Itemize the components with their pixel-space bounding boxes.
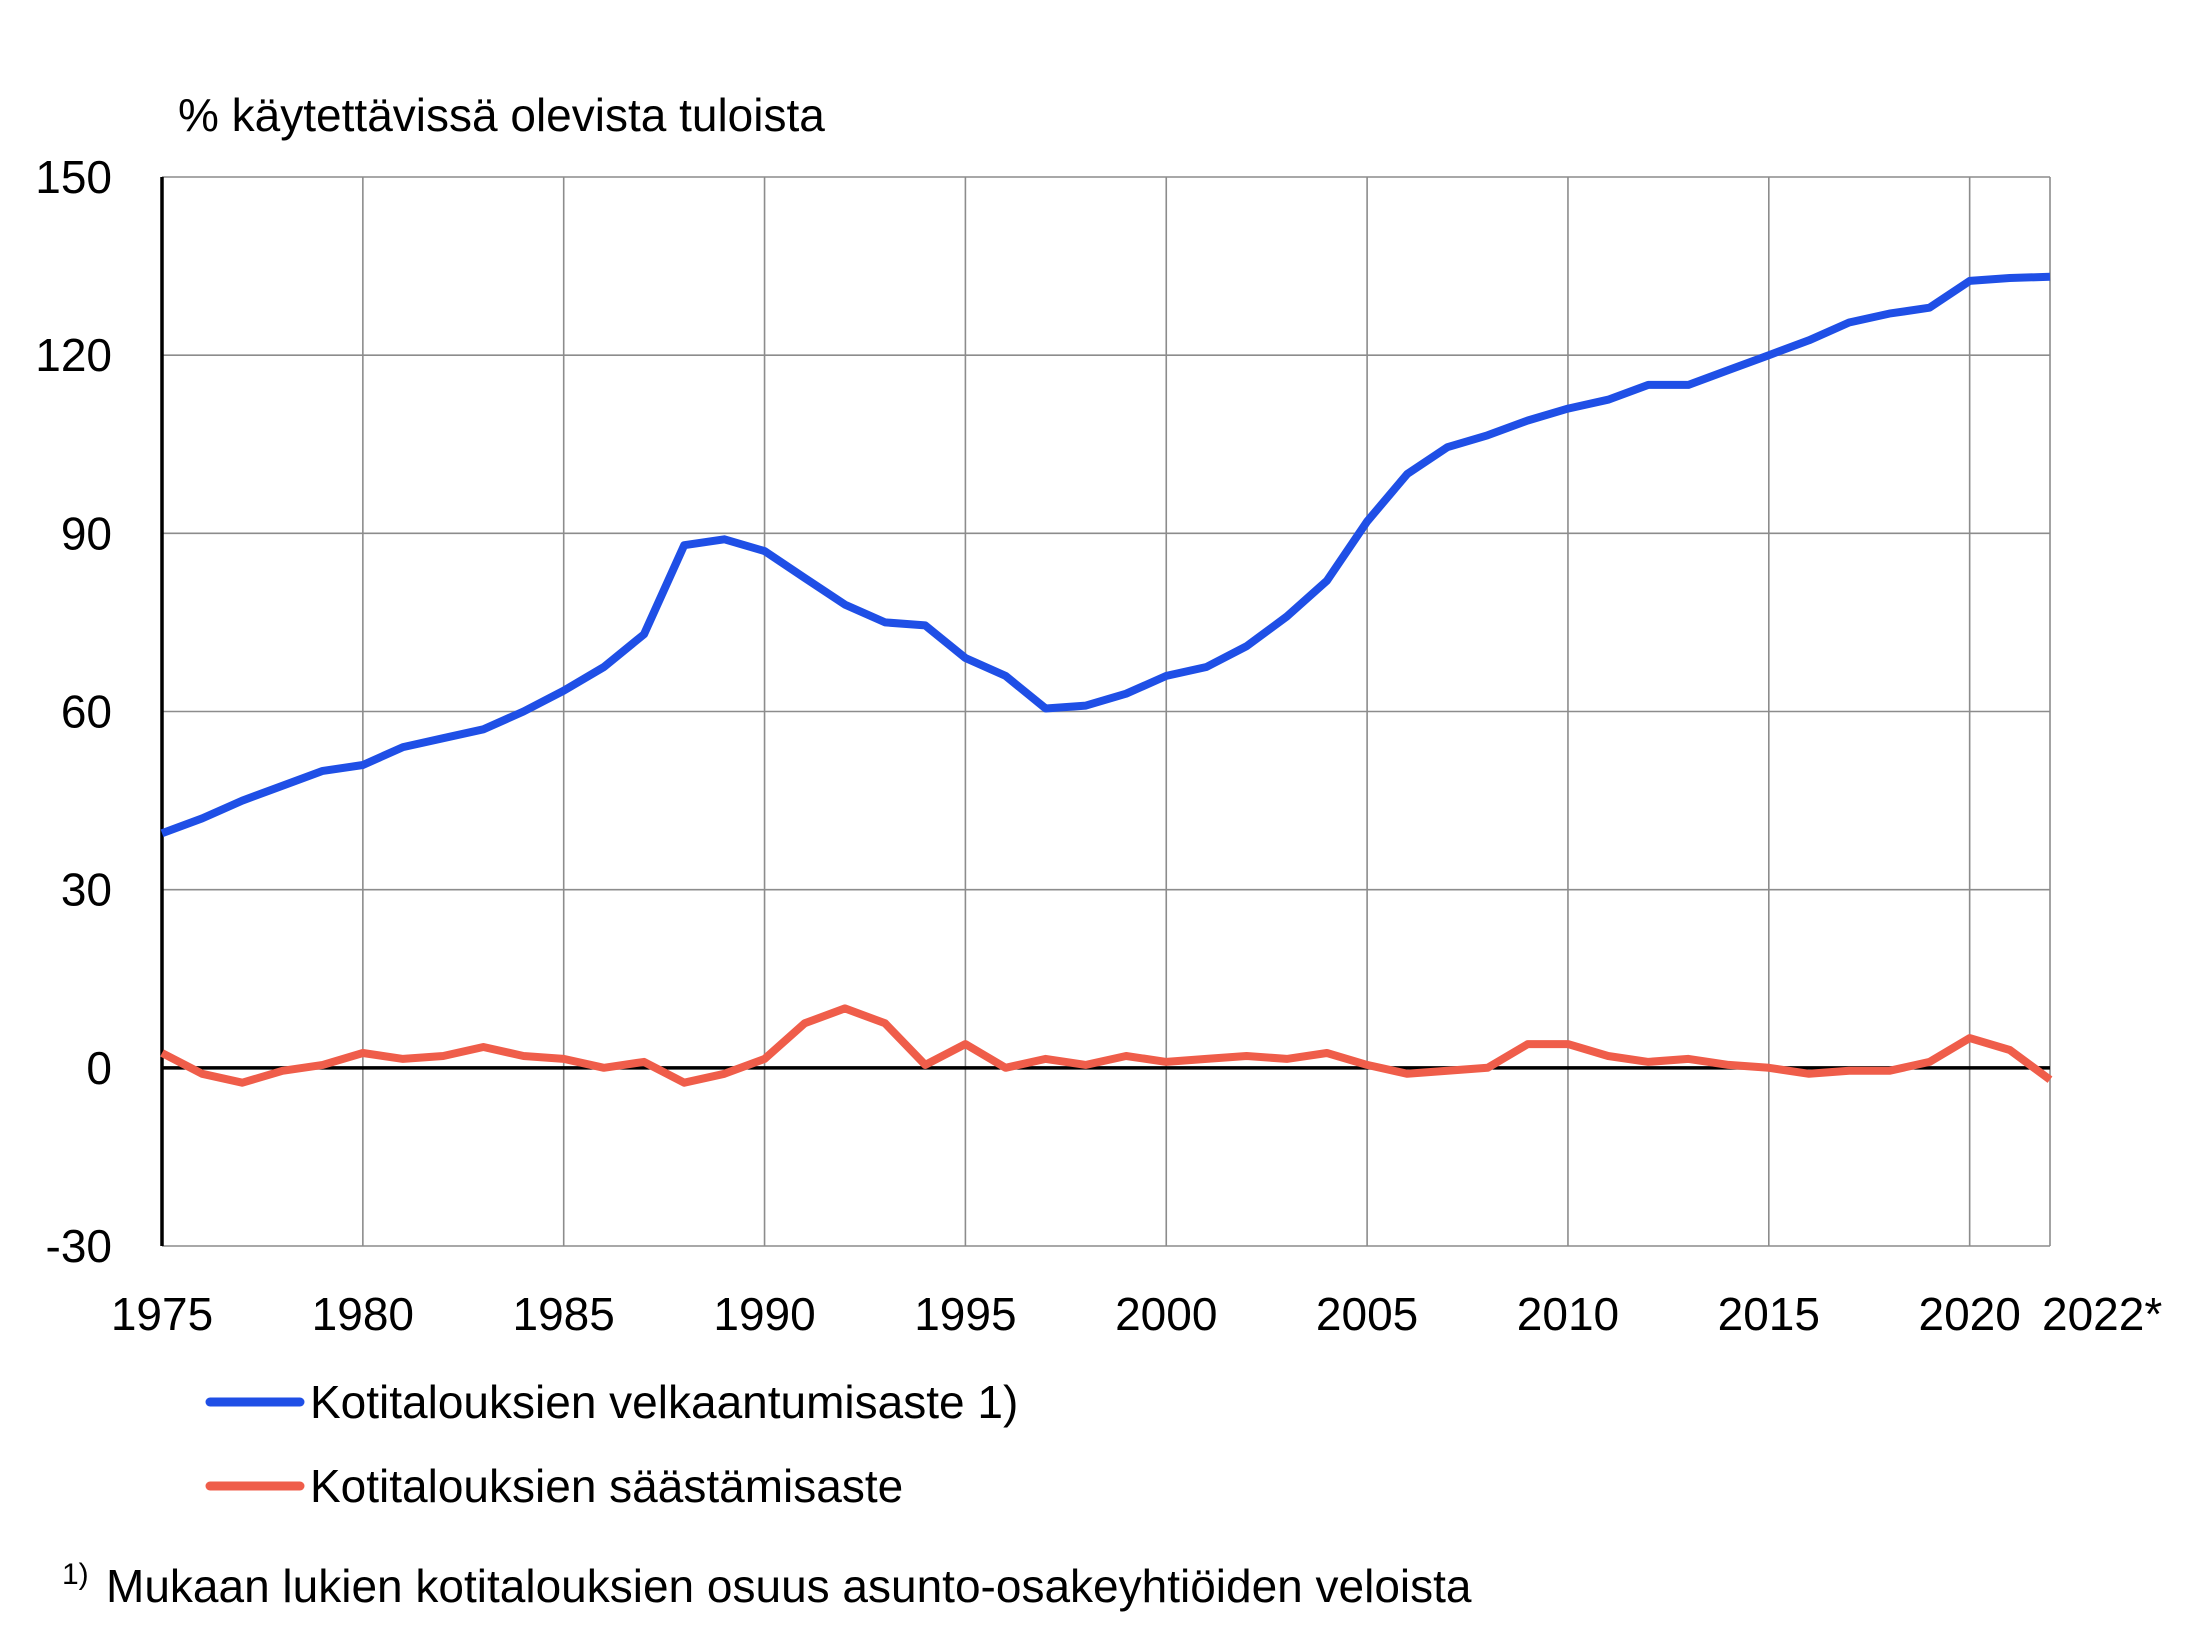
y-tick-label: 90	[61, 507, 112, 559]
series-line-debt-ratio	[160, 272, 2051, 837]
series-line-saving-rate	[160, 1004, 2053, 1087]
x-tick-label: 1990	[713, 1288, 815, 1340]
y-tick-label: -30	[46, 1220, 112, 1272]
y-tick-label: 60	[61, 686, 112, 738]
x-tick-label: 1995	[914, 1288, 1016, 1340]
y-tick-label: 30	[61, 864, 112, 916]
x-tick-label: 2020	[1918, 1288, 2020, 1340]
legend: Kotitalouksien velkaantumisaste 1) Kotit…	[205, 1376, 1018, 1512]
legend-label-debt-ratio: Kotitalouksien velkaantumisaste 1)	[310, 1376, 1018, 1428]
x-tick-label: 2010	[1517, 1288, 1619, 1340]
y-axis-title: % käytettävissä olevista tuloista	[178, 89, 825, 141]
x-tick-label: 1975	[111, 1288, 213, 1340]
series-lines	[160, 272, 2053, 1087]
legend-label-saving-rate: Kotitalouksien säästämisaste	[310, 1460, 903, 1512]
footnote-text: Mukaan lukien kotitalouksien osuus asunt…	[106, 1560, 1472, 1612]
grid	[162, 176, 2051, 1247]
tick-labels: -30 0 30 60 90 120 150 1975 1980 1985 1990 1995 2000…	[35, 151, 2162, 1340]
y-tick-label: 150	[35, 151, 112, 203]
x-tick-label: 2005	[1316, 1288, 1418, 1340]
x-tick-label: 2000	[1115, 1288, 1217, 1340]
y-tick-label: 120	[35, 329, 112, 381]
footnote: 1) Mukaan lukien kotitalouksien osuus as…	[62, 1558, 1472, 1612]
x-tick-label: 1985	[513, 1288, 615, 1340]
x-tick-label: 2022*	[2042, 1288, 2162, 1340]
x-tick-label: 2015	[1718, 1288, 1820, 1340]
x-tick-label: 1980	[312, 1288, 414, 1340]
y-tick-label: 0	[86, 1042, 112, 1094]
footnote-marker: 1)	[62, 1558, 89, 1591]
